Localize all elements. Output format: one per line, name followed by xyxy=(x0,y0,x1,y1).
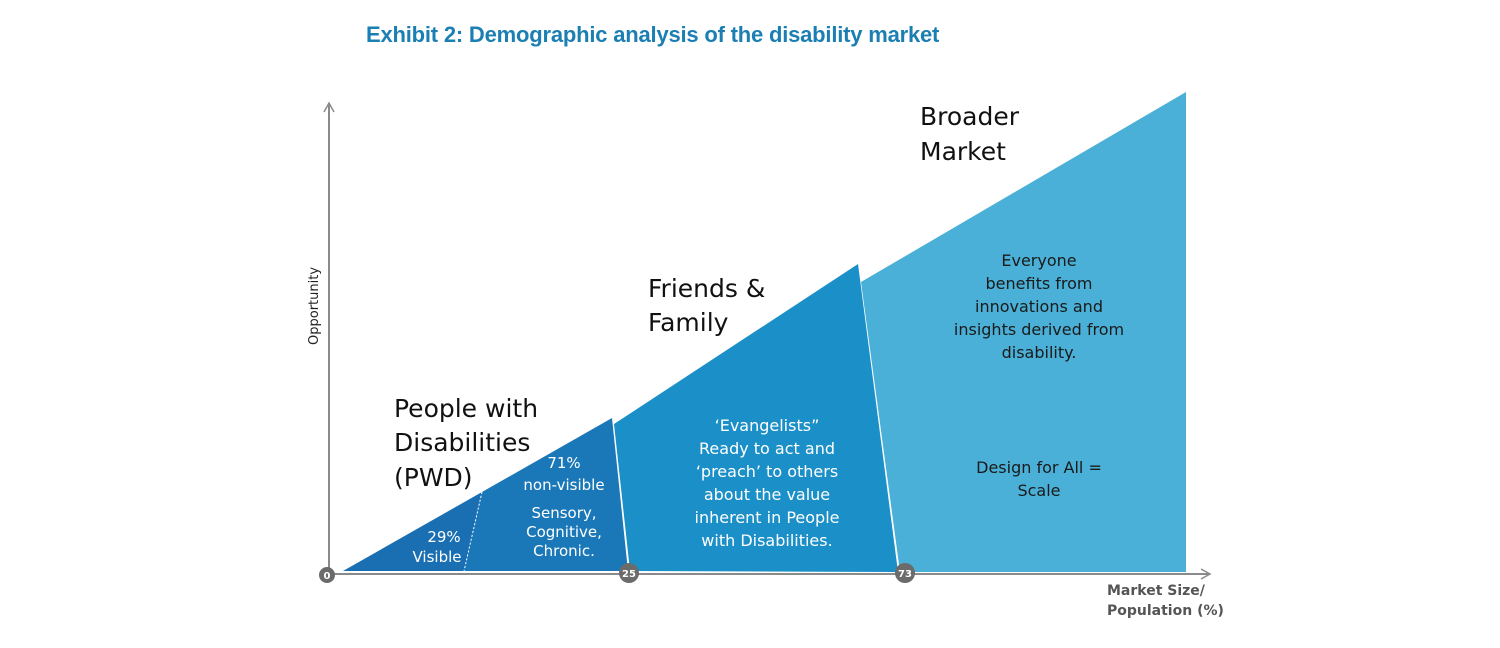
pwd-split-line xyxy=(463,491,483,572)
friends-family-body-line3: ‘preach’ to others xyxy=(696,462,838,481)
friends-family-body-line5: inherent in People xyxy=(695,508,840,527)
broader-market-body-line1: Everyone xyxy=(1001,251,1076,270)
friends-family-body-line2: Ready to act and xyxy=(699,439,835,458)
broader-market-body-line2: benefits from xyxy=(986,274,1093,293)
pwd-heading-line1: People with xyxy=(394,394,538,423)
pwd-visible-label: Visible xyxy=(413,548,462,566)
broader-market-body-line4: insights derived from xyxy=(954,320,1124,339)
broader-market-body-line3: innovations and xyxy=(975,297,1103,316)
exhibit-title: Exhibit 2: Demographic analysis of the d… xyxy=(366,22,940,47)
marker-25: 25 xyxy=(619,563,639,583)
x-axis-label-line1: Market Size/ xyxy=(1107,583,1206,599)
marker-0: 0 xyxy=(319,567,335,583)
pwd-visible-region xyxy=(343,492,482,571)
broader-market-region xyxy=(861,92,1186,572)
friends-family-region xyxy=(614,264,898,572)
pwd-non-visible-label: non-visible xyxy=(523,476,604,494)
marker-73: 73 xyxy=(895,563,915,583)
broader-market-tagline-line2: Scale xyxy=(1017,481,1060,500)
friends-family-body-line6: with Disabilities. xyxy=(701,531,832,550)
x-axis-label-line2: Population (%) xyxy=(1107,603,1224,619)
friends-family-heading-line1: Friends & xyxy=(648,274,765,303)
friends-family-body-line4: about the value xyxy=(704,485,830,504)
pwd-types-line2: Cognitive, xyxy=(526,523,602,541)
broader-market-tagline-line1: Design for All = xyxy=(976,458,1102,477)
broader-market-body-line5: disability. xyxy=(1002,343,1077,362)
pwd-heading-line2: Disabilities xyxy=(394,428,530,457)
svg-text:0: 0 xyxy=(324,571,331,582)
pwd-non-visible-pct: 71% xyxy=(547,454,580,472)
friends-family-heading-line2: Family xyxy=(648,308,729,337)
pwd-non-visible-region xyxy=(464,418,628,571)
svg-text:25: 25 xyxy=(622,569,636,580)
broader-market-heading-line1: Broader xyxy=(920,102,1020,131)
pwd-types-line3: Chronic. xyxy=(533,542,595,560)
pwd-heading-line3: (PWD) xyxy=(394,463,473,492)
broader-market-heading-line2: Market xyxy=(920,137,1006,166)
y-axis-label: Opportunity xyxy=(307,267,322,345)
pwd-visible-pct: 29% xyxy=(427,528,460,546)
pwd-types-line1: Sensory, xyxy=(531,504,596,522)
friends-family-body-line1: ‘Evangelists” xyxy=(715,416,820,435)
svg-text:73: 73 xyxy=(898,569,912,580)
